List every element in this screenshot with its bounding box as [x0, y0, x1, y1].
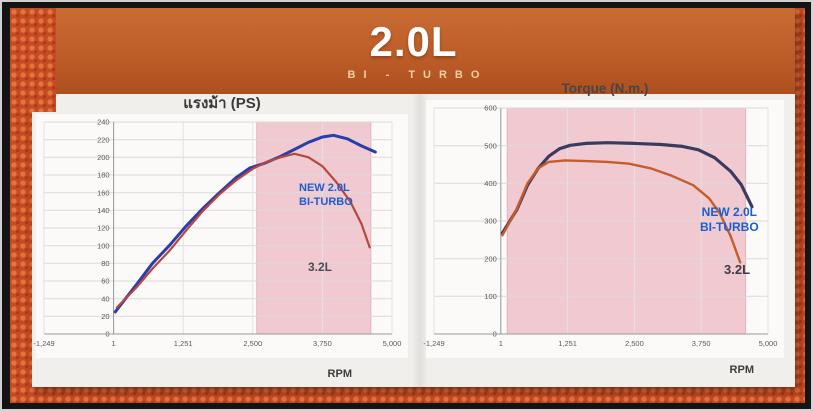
svg-text:100: 100	[484, 292, 497, 301]
slide-header: 2.0L BI - TURBO	[32, 8, 795, 94]
svg-text:5,000: 5,000	[383, 339, 402, 348]
svg-text:220: 220	[97, 135, 110, 144]
svg-text:400: 400	[484, 179, 497, 188]
svg-text:140: 140	[97, 206, 110, 215]
svg-text:20: 20	[101, 312, 109, 321]
torque-chart-panel: Torque (N.m.) 0100200300400500600-1,2491…	[423, 78, 784, 384]
svg-text:80: 80	[101, 259, 109, 268]
presentation-slide: 2.0L BI - TURBO แรงม้า (PS) 020406080100…	[32, 8, 795, 387]
svg-text:200: 200	[484, 254, 497, 263]
svg-text:1: 1	[112, 339, 116, 348]
annotation-new-20l-torque: NEW 2.0L BI-TURBO	[700, 205, 759, 234]
wall-texture-corner	[10, 8, 56, 112]
svg-text:100: 100	[97, 241, 110, 250]
torque-chart-plot: 0100200300400500600-1,24911,2512,5003,75…	[423, 100, 784, 358]
annotation-32l-torque: 3.2L	[724, 262, 751, 277]
svg-text:-1,249: -1,249	[33, 339, 54, 348]
svg-text:500: 500	[484, 141, 497, 150]
svg-text:120: 120	[97, 224, 110, 233]
annotation-32l-power: 3.2L	[308, 260, 333, 274]
power-chart-panel: แรงม้า (PS) 0204060801001201401601802002…	[33, 94, 408, 386]
svg-text:1: 1	[499, 339, 503, 348]
wall-texture: 2.0L BI - TURBO แรงม้า (PS) 020406080100…	[10, 8, 805, 403]
svg-text:1,251: 1,251	[174, 339, 193, 348]
svg-text:-1,249: -1,249	[423, 339, 444, 348]
torque-chart-title: Torque (N.m.)	[561, 81, 649, 96]
svg-text:3,750: 3,750	[692, 339, 711, 348]
power-xaxis-label: RPM	[327, 368, 352, 380]
power-chart-plot: 020406080100120140160180200220240-1,2491…	[33, 114, 408, 358]
svg-text:5,000: 5,000	[759, 339, 778, 348]
svg-text:180: 180	[97, 171, 110, 180]
svg-text:3,750: 3,750	[313, 339, 332, 348]
svg-text:600: 600	[484, 104, 497, 113]
annotation-new-20l-power: NEW 2.0L BI-TURBO	[299, 182, 353, 208]
svg-text:40: 40	[101, 294, 109, 303]
svg-text:1,251: 1,251	[558, 339, 577, 348]
svg-text:2,500: 2,500	[625, 339, 644, 348]
svg-text:60: 60	[101, 277, 109, 286]
svg-text:240: 240	[97, 118, 110, 127]
screen-fold-shadow	[412, 94, 428, 387]
engine-title: 2.0L	[369, 18, 458, 65]
torque-xaxis-label: RPM	[729, 364, 754, 376]
svg-text:2,500: 2,500	[243, 339, 262, 348]
engine-subtitle: BI - TURBO	[347, 69, 488, 81]
svg-text:200: 200	[97, 153, 110, 162]
power-chart-title: แรงม้า (PS)	[183, 95, 261, 112]
svg-text:160: 160	[97, 188, 110, 197]
svg-text:300: 300	[484, 217, 497, 226]
